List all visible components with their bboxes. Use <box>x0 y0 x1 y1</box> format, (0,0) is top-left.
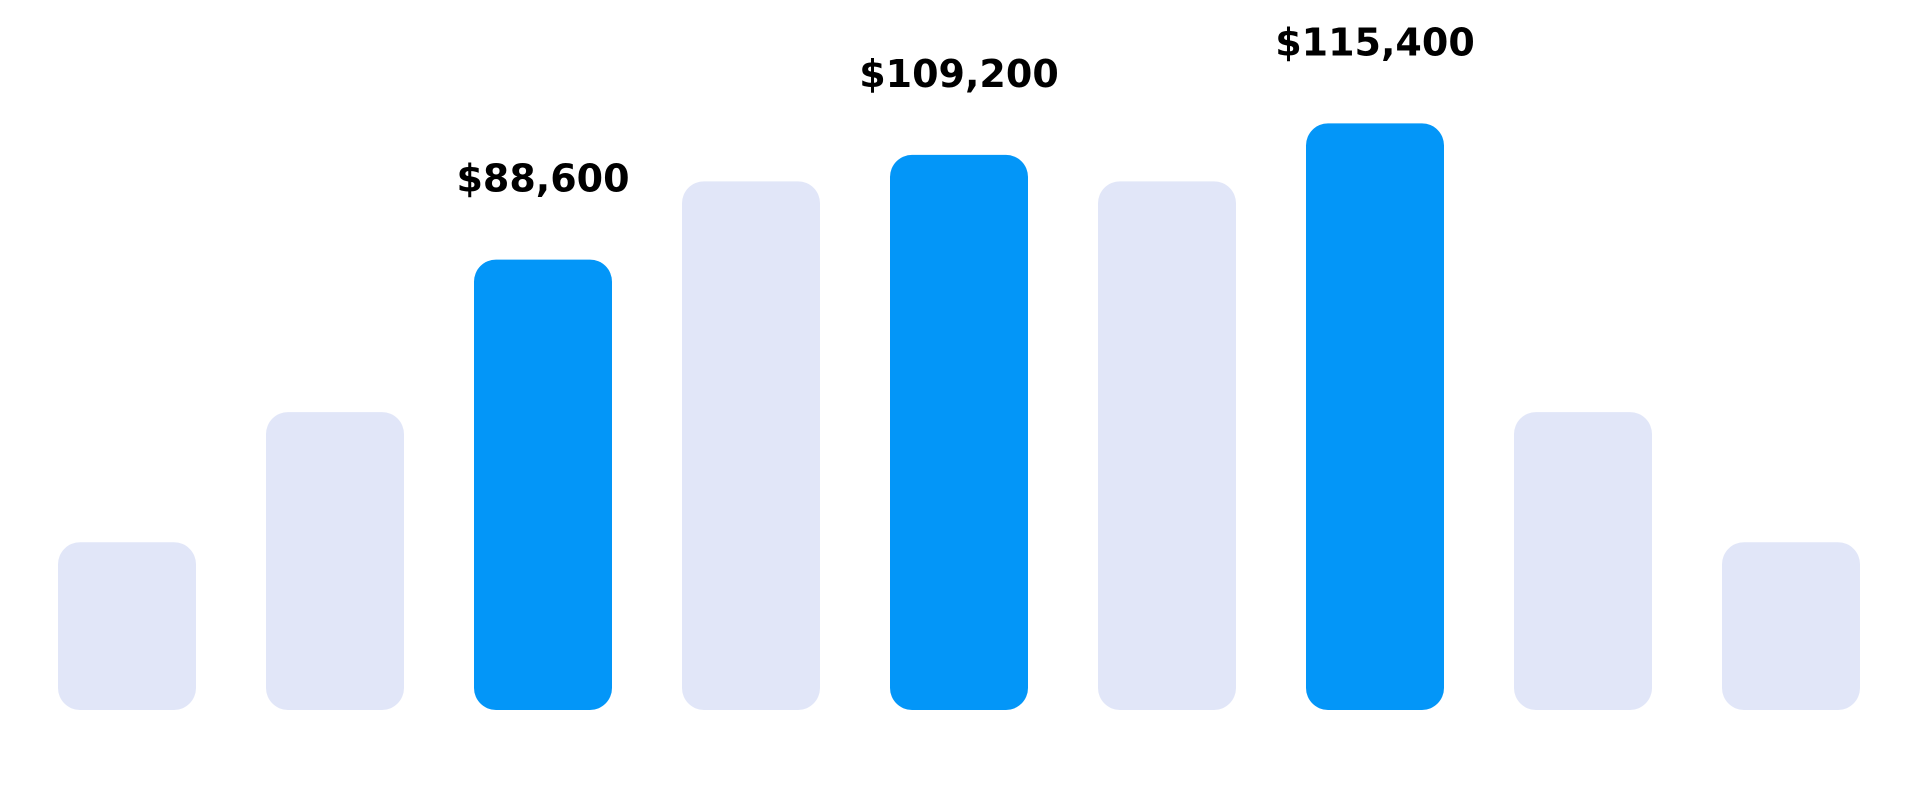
bar-9 <box>1722 542 1860 710</box>
bar-8 <box>1514 412 1652 710</box>
highlighted-bar-7 <box>1306 123 1444 711</box>
bar-value-label-5: $109,200 <box>859 52 1059 96</box>
bars-group <box>58 123 1860 711</box>
bar-2 <box>266 412 404 710</box>
bar-value-label-7: $115,400 <box>1275 20 1475 64</box>
highlighted-bar-3 <box>474 259 612 710</box>
bar-value-label-3: $88,600 <box>456 157 629 201</box>
bar-1 <box>58 542 196 710</box>
highlighted-bar-5 <box>890 154 1028 710</box>
bar-6 <box>1098 181 1236 711</box>
bar-4 <box>682 181 820 711</box>
labels-group: $88,600 $109,200 $115,400 <box>456 20 1474 200</box>
